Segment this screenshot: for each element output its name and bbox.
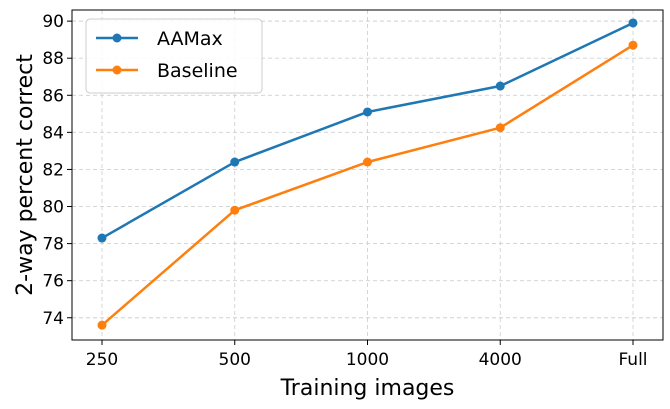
data-point-aamax [628,18,638,28]
y-tick-label: 80 [42,198,64,218]
x-axis-ticks: 250 500 1000 4000 Full [86,340,648,370]
y-tick-label: 86 [42,86,64,106]
x-tick-label: 4000 [479,350,522,370]
legend-marker-aamax [112,33,122,43]
y-axis-label: 2-way percent correct [13,54,38,296]
legend-label-baseline: Baseline [157,60,238,82]
x-tick-label: 250 [86,350,118,370]
y-tick-label: 78 [42,235,64,255]
x-tick-label: Full [618,350,647,370]
y-tick-label: 90 [42,12,64,32]
data-point-baseline [495,123,505,133]
legend-label-aamax: AAMax [157,28,223,50]
y-tick-label: 76 [42,272,64,292]
data-point-baseline [97,320,107,330]
data-point-aamax [230,157,240,167]
series-layer [97,18,638,330]
legend-marker-baseline [112,65,122,75]
data-point-baseline [230,205,240,215]
y-tick-label: 88 [42,49,64,69]
y-tick-label: 74 [42,309,64,329]
x-axis-label: Training images [280,376,455,401]
legend: AAMax Baseline [85,18,263,94]
data-point-aamax [97,233,107,243]
x-tick-label: 500 [219,350,251,370]
y-tick-label: 84 [42,123,64,143]
data-point-baseline [363,157,372,167]
y-tick-label: 82 [42,160,64,180]
data-point-baseline [628,40,638,50]
data-point-aamax [495,81,505,91]
data-point-aamax [363,107,372,117]
y-axis-ticks: 74 76 78 80 82 84 86 88 90 [42,12,72,329]
x-tick-label: 1000 [346,350,389,370]
